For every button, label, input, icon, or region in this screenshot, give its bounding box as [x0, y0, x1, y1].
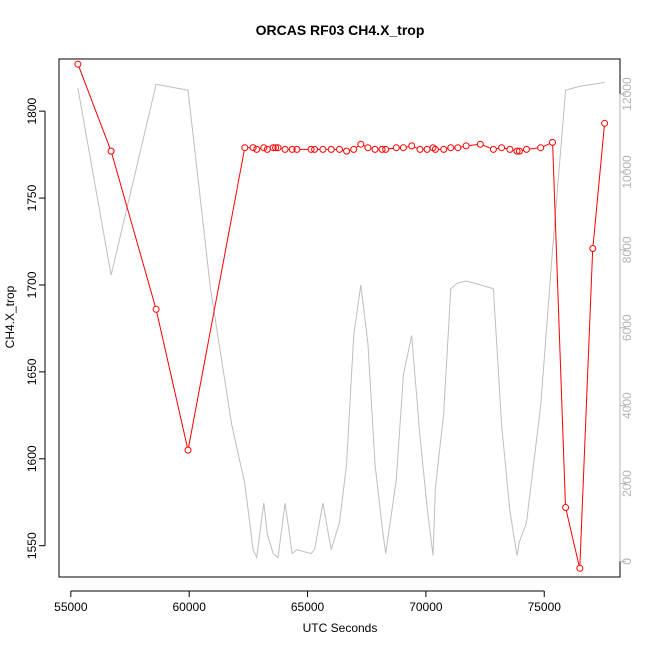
series-primary-segment: [543, 143, 550, 147]
plot-area: [74, 60, 609, 572]
series-primary-point: [293, 145, 301, 153]
series-primary-segment: [414, 146, 418, 149]
series-primary-segment: [469, 144, 478, 146]
series-primary-segment: [188, 150, 245, 448]
series-primary-segment: [552, 145, 566, 505]
series-primary-segment: [565, 510, 580, 566]
series-primary-segment: [111, 154, 156, 307]
series-primary-point: [523, 145, 530, 153]
y-tick-label: 1550: [25, 532, 39, 559]
series-primary-point: [319, 145, 327, 153]
series-primary-point: [269, 144, 277, 152]
series-primary-segment: [78, 67, 111, 149]
series-primary-point: [272, 144, 280, 152]
y2-tick-label: 4000: [620, 392, 634, 419]
y-tick-label: 1800: [25, 97, 39, 124]
series-primary-point: [74, 60, 82, 68]
series-primary-point: [513, 147, 521, 155]
series-primary-segment: [356, 145, 359, 148]
series-primary-point: [589, 245, 597, 252]
series-primary-point: [307, 145, 315, 153]
series-secondary-line: [77, 81, 605, 560]
series-primary-point: [343, 147, 351, 155]
series-primary-point: [440, 145, 448, 153]
y2-tick-label: 12000: [620, 77, 634, 111]
y-tick-label: 1750: [25, 184, 39, 211]
y2-tick-label: 0: [620, 558, 634, 565]
series-primary-point: [364, 144, 372, 152]
x-axis-label: UTC Seconds: [303, 621, 378, 635]
series-primary-point: [462, 142, 470, 150]
series-primary-point: [184, 446, 192, 454]
series-primary-point: [241, 144, 249, 152]
series-primary-point: [447, 144, 455, 152]
series-primary-point: [562, 504, 570, 511]
y2-tick-label: 6000: [620, 314, 634, 341]
series-primary-point: [107, 147, 115, 155]
axes: 55000 60000 65000 70000 75000155016001650170…: [25, 77, 634, 614]
series-primary-point: [253, 145, 261, 153]
series-primary-point: [392, 144, 400, 152]
series-primary-point: [506, 145, 514, 153]
y-tick-label: 1600: [25, 445, 39, 472]
series-primary-segment: [529, 147, 538, 150]
series-primary-point: [601, 119, 609, 127]
series-primary-point: [249, 144, 257, 152]
series-primary-point: [476, 140, 484, 148]
series-primary-segment: [483, 144, 491, 149]
series-primary-point: [408, 142, 416, 150]
series-primary-segment: [592, 126, 605, 246]
series-primary-segment: [579, 251, 594, 566]
y-tick-label: 1700: [25, 271, 39, 298]
series-primary-point: [431, 145, 439, 153]
series-primary-point: [350, 145, 358, 153]
series-primary-point: [549, 138, 556, 146]
series-primary-segment: [156, 312, 188, 448]
y2-tick-label: 8000: [620, 236, 634, 263]
series-primary-point: [382, 145, 390, 153]
series-primary-point: [311, 145, 319, 153]
series-primary-point: [336, 145, 343, 153]
x-tick-label: 60000: [173, 600, 207, 614]
series-primary-point: [357, 140, 365, 148]
series-primary-point: [152, 305, 160, 313]
series-primary-point: [260, 144, 268, 152]
series-primary-point: [399, 144, 407, 152]
y-tick-label: 1650: [25, 358, 39, 385]
x-tick-label: 55000: [54, 600, 88, 614]
series-primary-point: [454, 144, 462, 152]
chart-title: ORCAS RF03 CH4.X_trop: [256, 22, 425, 38]
series-primary-point: [498, 144, 506, 152]
series-primary-point: [576, 564, 584, 572]
series-primary-point: [515, 147, 523, 155]
series-primary-point: [274, 144, 282, 152]
series-primary-point: [537, 144, 545, 152]
series-primary-point: [288, 145, 296, 153]
series-primary-segment: [388, 147, 394, 150]
series-primary-point: [371, 145, 379, 153]
series-primary-point: [281, 145, 289, 153]
x-tick-label: 70000: [409, 600, 443, 614]
x-tick-label: 75000: [528, 600, 562, 614]
y2-tick-label: 2000: [620, 470, 634, 497]
y2-tick-label: 10000: [620, 155, 634, 189]
series-primary-point: [378, 145, 386, 153]
y-axis-label: CH4.X_trop: [3, 285, 17, 348]
series-primary-point: [327, 145, 335, 153]
series-primary-point: [489, 145, 497, 153]
x-tick-label: 65000: [291, 600, 325, 614]
series-primary-point: [416, 145, 424, 153]
